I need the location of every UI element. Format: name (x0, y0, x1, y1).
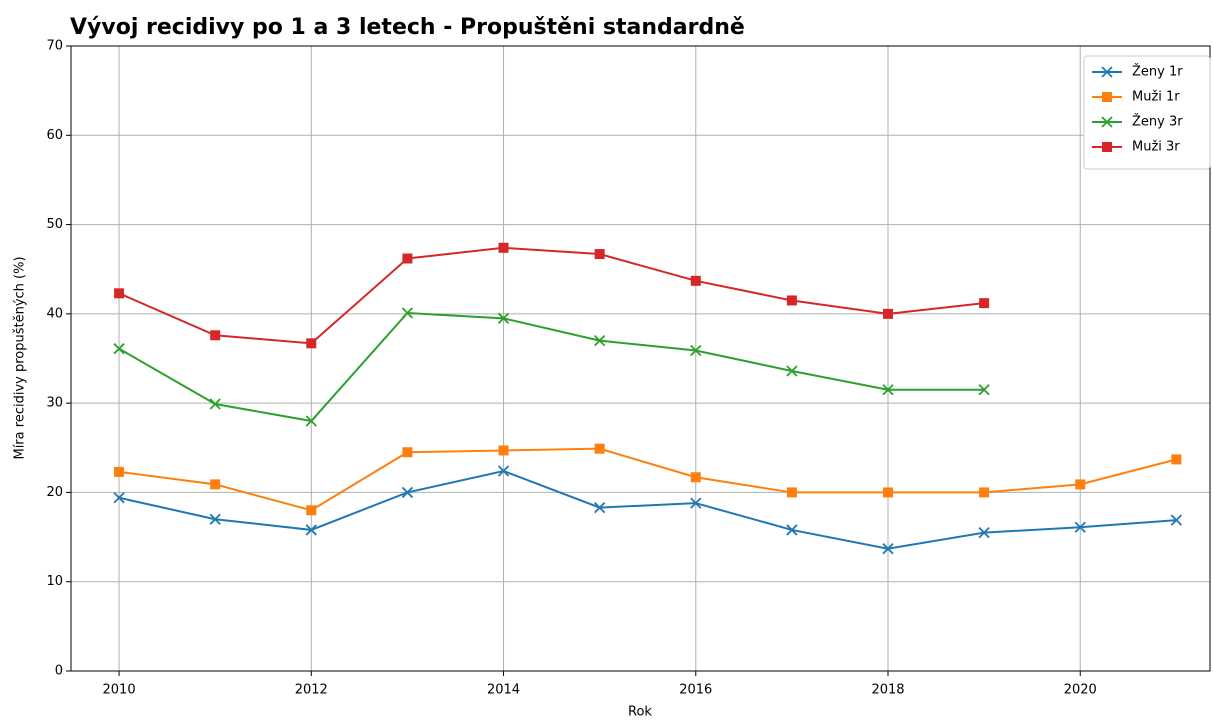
x-tick-label: 2020 (1064, 683, 1097, 698)
series-line (118, 447, 1177, 512)
marker (209, 398, 221, 410)
y-tick-label: 40 (46, 306, 63, 321)
marker (786, 295, 797, 306)
marker (690, 344, 702, 357)
y-axis-label: Míra recidivy propuštěných (%) (13, 256, 28, 459)
marker (497, 312, 510, 324)
marker (786, 487, 797, 498)
series-line (118, 311, 985, 423)
chart-title: Vývoj recidivy po 1 a 3 letech - Propušt… (70, 15, 745, 40)
y-tick-label: 20 (46, 485, 63, 500)
legend-label: Ženy 3r (1132, 114, 1183, 130)
marker (1170, 514, 1182, 526)
x-tick-label: 2018 (871, 683, 904, 698)
series-line (118, 469, 1177, 550)
marker (978, 384, 990, 396)
marker (594, 249, 605, 260)
marker (210, 330, 221, 341)
legend-label: Ženy 1r (1132, 64, 1183, 80)
marker (210, 479, 221, 490)
marker (305, 524, 317, 536)
marker (114, 288, 125, 299)
marker (882, 384, 894, 396)
marker (401, 307, 414, 319)
y-tick-label: 30 (46, 396, 63, 411)
marker (882, 543, 894, 555)
marker (1101, 66, 1113, 78)
marker (786, 524, 798, 536)
marker (401, 486, 414, 499)
legend-label: Muži 3r (1132, 140, 1180, 155)
marker (690, 497, 702, 509)
marker (209, 513, 221, 525)
marker (402, 447, 413, 458)
marker (883, 308, 894, 319)
y-tick-label: 60 (46, 128, 63, 143)
marker (979, 298, 990, 309)
y-tick-label: 70 (46, 39, 63, 54)
marker (498, 445, 509, 456)
y-tick-label: 10 (46, 574, 63, 589)
marker (594, 335, 606, 347)
x-tick-label: 2014 (487, 683, 520, 698)
marker (306, 338, 317, 349)
x-tick-label: 2010 (103, 683, 136, 698)
marker (113, 492, 125, 504)
marker (594, 501, 606, 514)
marker (883, 487, 894, 498)
marker (1102, 92, 1112, 102)
marker (113, 343, 125, 355)
marker (497, 465, 510, 477)
y-tick-label: 50 (46, 217, 63, 232)
marker (1171, 454, 1182, 465)
marker (979, 487, 990, 498)
marker (786, 365, 798, 377)
marker (306, 505, 317, 516)
marker (402, 253, 413, 264)
x-axis-label: Rok (628, 705, 652, 720)
marker (1102, 142, 1112, 152)
y-tick-label: 0 (55, 664, 63, 679)
x-tick-label: 2016 (679, 683, 712, 698)
series-line (118, 246, 985, 345)
marker (498, 242, 509, 253)
marker (594, 443, 605, 454)
marker (114, 466, 125, 477)
x-tick-label: 2012 (295, 683, 328, 698)
legend-label: Muži 1r (1132, 90, 1180, 105)
marker (690, 275, 701, 286)
marker (305, 415, 317, 427)
legend: Ženy 1r Muži 1r Ženy 3r Muži 3r (1083, 55, 1211, 170)
plot-frame (70, 45, 1211, 672)
marker (1101, 116, 1113, 128)
marker (1075, 479, 1086, 490)
marker (978, 526, 990, 539)
marker (1074, 521, 1086, 533)
legend-box (1083, 55, 1211, 170)
marker (690, 472, 701, 483)
